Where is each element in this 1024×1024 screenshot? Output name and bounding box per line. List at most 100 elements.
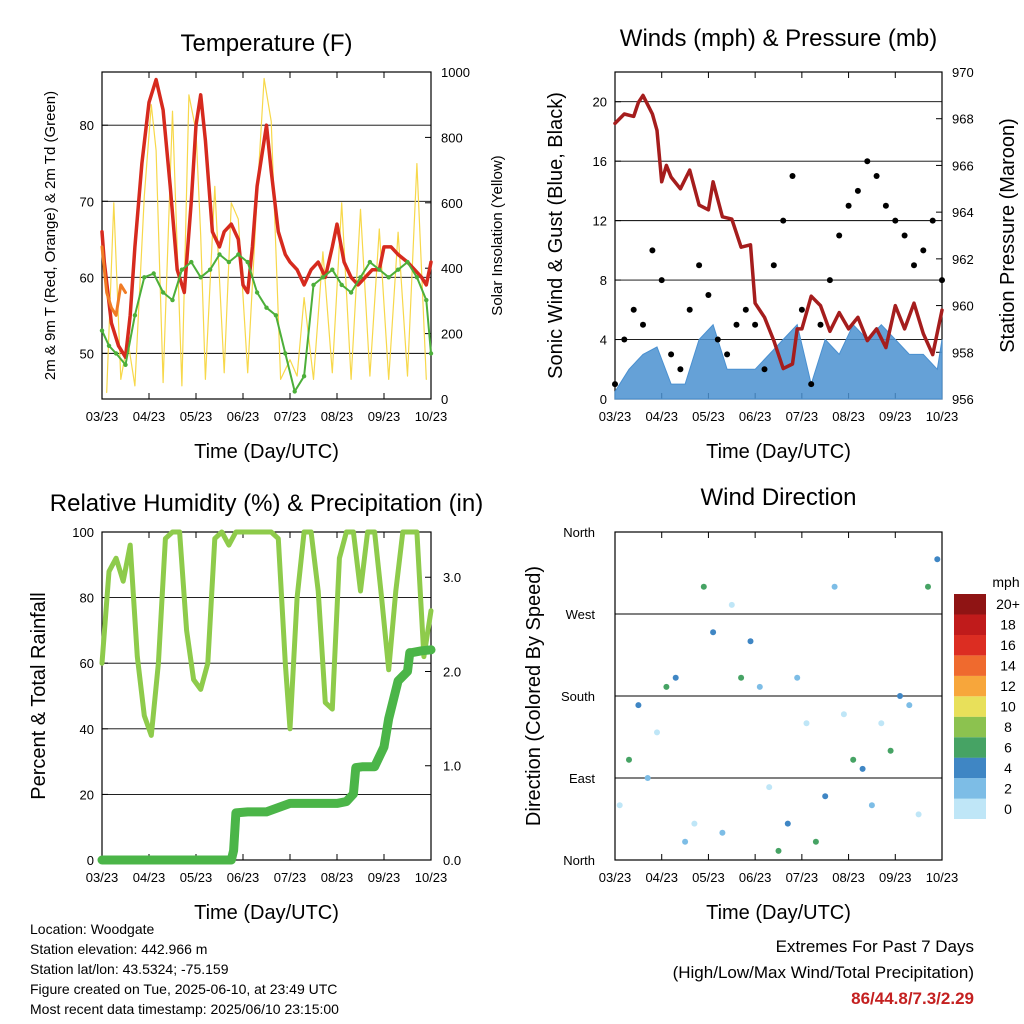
winds-gust-point: [724, 351, 731, 358]
wind-direction-ytick-label: West: [566, 607, 596, 622]
figure-created: Figure created on Tue, 2025-06-10, at 23…: [30, 981, 338, 997]
wind_direction-xtick-label: 07/23: [786, 870, 819, 885]
wind-direction-point: [766, 784, 773, 791]
winds-ytick-label: 4: [600, 333, 607, 348]
wind-direction-point: [635, 702, 642, 709]
winds-gust-point: [686, 306, 693, 313]
colorbar-label: 6: [1004, 739, 1012, 755]
colorbar-label: 0: [1004, 801, 1012, 817]
wind-direction-point: [616, 802, 623, 809]
temperature-t9m-line: [100, 245, 127, 317]
winds-gust-point: [789, 173, 796, 179]
station-info: Location: Woodgate Station elevation: 44…: [30, 919, 339, 1019]
wind-direction-point: [822, 793, 829, 800]
wind-direction-point: [812, 838, 819, 845]
winds-title: Winds (mph) & Pressure (mb): [620, 25, 937, 52]
wind-direction-point: [672, 674, 679, 681]
temperature-ytick-label: 80: [80, 118, 94, 133]
temperature-xlabel: Time (Day/UTC): [194, 441, 339, 463]
winds-xtick-label: 06/23: [739, 409, 772, 424]
colorbar-label: 12: [1000, 678, 1016, 694]
winds-gust-point: [864, 158, 871, 165]
wind-direction-point: [747, 638, 754, 645]
wind-direction-point: [840, 711, 847, 718]
wind_direction-xtick-label: 04/23: [645, 870, 678, 885]
colorbar-label: 10: [1000, 699, 1016, 715]
humidity-ytick-label: 0: [87, 853, 94, 868]
colorbar-swatch: [954, 737, 986, 758]
wind-direction-point: [654, 729, 660, 736]
temperature-ytick-right-label: 600: [441, 196, 463, 211]
station-elevation: Station elevation: 442.966 m: [30, 941, 208, 957]
colorbar-label: 4: [1004, 760, 1012, 776]
wind-direction-point: [663, 683, 670, 690]
temperature-td-point: [377, 267, 382, 272]
winds-gust-point: [901, 232, 908, 239]
winds-gust-point: [668, 351, 675, 358]
temperature-td-point: [264, 305, 269, 310]
wind_direction-xtick-label: 03/23: [599, 870, 632, 885]
temperature-td-point: [339, 282, 344, 288]
colorbar-swatch: [954, 655, 986, 676]
wind-direction-point: [775, 847, 782, 854]
temperature-xtick-label: 03/23: [86, 409, 119, 424]
winds-gust-point: [817, 321, 824, 328]
temperature-td-point: [132, 313, 138, 318]
winds-xtick-label: 05/23: [692, 409, 725, 424]
wind_direction-title: Wind Direction: [700, 484, 856, 511]
temperature-ytick-right-label: 0: [441, 392, 448, 407]
wind-direction-point: [682, 838, 689, 845]
temperature-xtick-label: 04/23: [133, 409, 166, 424]
wind_direction-xlabel: Time (Day/UTC): [706, 902, 851, 924]
temperature-td-point: [348, 290, 354, 295]
temperature-td-point: [189, 259, 194, 265]
temperature-td-point: [428, 351, 434, 356]
winds-gust-point: [826, 277, 833, 284]
humidity-ytick-right-label: 2.0: [443, 664, 461, 679]
temperature-td-point: [283, 351, 288, 356]
temperature-td-point: [123, 362, 128, 367]
temperature-ytick-right-label: 1000: [441, 65, 470, 80]
winds-gust-point: [705, 292, 712, 298]
winds-ytick-label: 0: [600, 392, 607, 407]
winds-gust-point: [920, 247, 927, 254]
temperature-solar-line: [106, 77, 427, 394]
temperature-title: Temperature (F): [180, 30, 352, 57]
wind-direction-point: [850, 756, 857, 763]
temperature-xtick-label: 06/23: [227, 409, 260, 424]
winds-gust-point: [696, 262, 703, 269]
wind-direction-point: [719, 829, 726, 836]
wind-direction-ytick-label: North: [563, 525, 595, 540]
wind-direction-point: [934, 556, 941, 563]
extremes-value: 86/44.8/7.3/2.29: [851, 989, 974, 1008]
winds-gust-point: [612, 381, 618, 388]
extremes-subheading: (High/Low/Max Wind/Total Precipitation): [672, 963, 974, 982]
temperature-td-point: [254, 290, 260, 295]
temperature-ytick-right-label: 200: [441, 327, 463, 342]
humidity-xtick-label: 05/23: [180, 870, 213, 885]
colorbar-label: 16: [1000, 637, 1016, 653]
colorbar-swatch: [954, 614, 986, 635]
humidity-ytick-label: 20: [80, 787, 94, 802]
colorbar-swatch: [954, 778, 986, 799]
temperature-td-point: [367, 259, 373, 265]
temperature-ytick-label: 70: [80, 194, 94, 209]
wind-direction-point: [925, 583, 931, 590]
winds-ylabel-right: Station Pressure (Maroon): [997, 118, 1019, 353]
humidity-ytick-label: 100: [72, 525, 94, 540]
extremes-heading: Extremes For Past 7 Days: [775, 937, 974, 956]
winds-ytick-right-label: 970: [952, 65, 974, 80]
temperature-xtick-label: 07/23: [274, 409, 307, 424]
winds-ylabel: Sonic Wind & Gust (Blue, Black): [545, 92, 567, 379]
temperature-td-point: [207, 267, 213, 272]
temperature-ylabel-right: Solar Insolation (Yellow): [489, 155, 506, 315]
winds-ytick-right-label: 962: [952, 252, 974, 267]
temperature-td-point: [198, 275, 203, 280]
temperature-frame: [101, 71, 432, 400]
temperature-td-point: [358, 275, 363, 280]
winds-gust-point: [892, 217, 899, 224]
winds-gust-point: [780, 217, 787, 224]
colorbar-swatch: [954, 634, 986, 656]
temperature-td-point: [311, 282, 316, 288]
wind_direction-xtick-label: 05/23: [692, 870, 725, 885]
